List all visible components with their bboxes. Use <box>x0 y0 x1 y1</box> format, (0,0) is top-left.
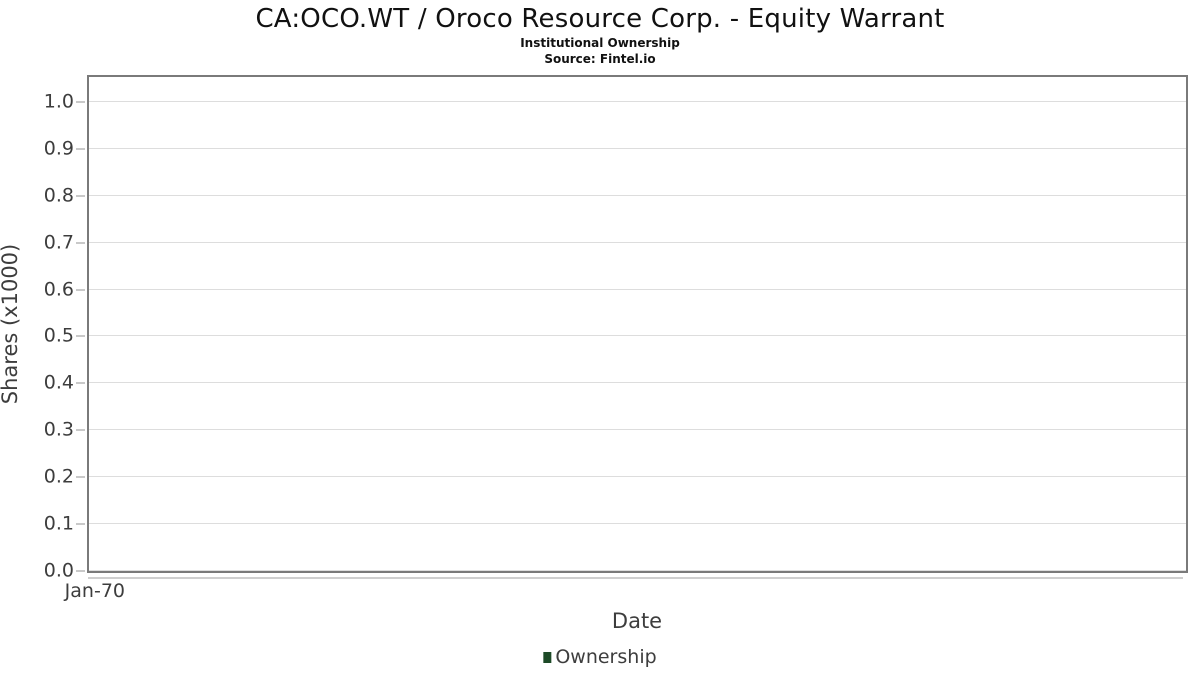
gridline <box>89 429 1186 431</box>
y-tick-mark <box>76 288 85 291</box>
gridline <box>89 382 1186 384</box>
y-tick-mark <box>76 147 85 150</box>
y-tick-label: 0.0 <box>43 559 74 582</box>
x-axis-title: Date <box>611 609 663 633</box>
y-tick-label: 0.8 <box>43 184 74 207</box>
y-tick-mark <box>76 523 85 526</box>
x-axis-line <box>88 577 1183 579</box>
y-tick-mark <box>76 429 85 432</box>
gridline <box>89 570 1186 571</box>
chart-subtitle: Institutional Ownership <box>520 36 680 50</box>
y-tick-label: 0.4 <box>43 371 74 394</box>
y-tick-label: 0.7 <box>43 231 74 254</box>
gridline <box>89 241 1186 243</box>
legend-label: Ownership <box>555 646 657 668</box>
y-tick-mark <box>76 100 85 103</box>
gridline <box>89 194 1186 196</box>
y-tick-label: 0.3 <box>43 418 74 441</box>
y-axis: 0.0 0.1 0.2 0.3 0.4 0.5 0.6 0.7 0.8 0.9 1.0 <box>0 77 87 580</box>
y-tick-mark <box>76 241 85 244</box>
legend-entry[interactable]: Ownership <box>543 646 657 668</box>
y-tick-label: 0.2 <box>43 465 74 488</box>
y-tick-mark <box>76 194 85 197</box>
legend: Ownership <box>543 646 657 668</box>
x-tick-label: Jan-70 <box>64 580 126 602</box>
gridline <box>89 523 1186 525</box>
y-tick-label: 0.5 <box>43 324 74 347</box>
y-tick-mark <box>76 570 85 572</box>
chart-title: CA:OCO.WT / Oroco Resource Corp. - Equit… <box>255 4 945 34</box>
y-tick-mark <box>76 335 85 338</box>
gridline <box>89 476 1186 478</box>
chart-source: Source: Fintel.io <box>544 52 656 66</box>
y-tick-label: 1.0 <box>43 90 74 113</box>
plot-area <box>87 75 1188 573</box>
gridlines-layer <box>89 77 1186 571</box>
y-tick-mark <box>76 382 85 385</box>
gridline <box>89 147 1186 149</box>
y-tick-label: 0.1 <box>43 512 74 535</box>
gridline <box>89 100 1186 102</box>
y-tick-label: 0.6 <box>43 278 74 301</box>
y-tick-mark <box>76 476 85 479</box>
legend-marker-icon <box>543 651 552 663</box>
gridline <box>89 288 1186 290</box>
y-tick-label: 0.9 <box>43 137 74 160</box>
gridline <box>89 335 1186 337</box>
